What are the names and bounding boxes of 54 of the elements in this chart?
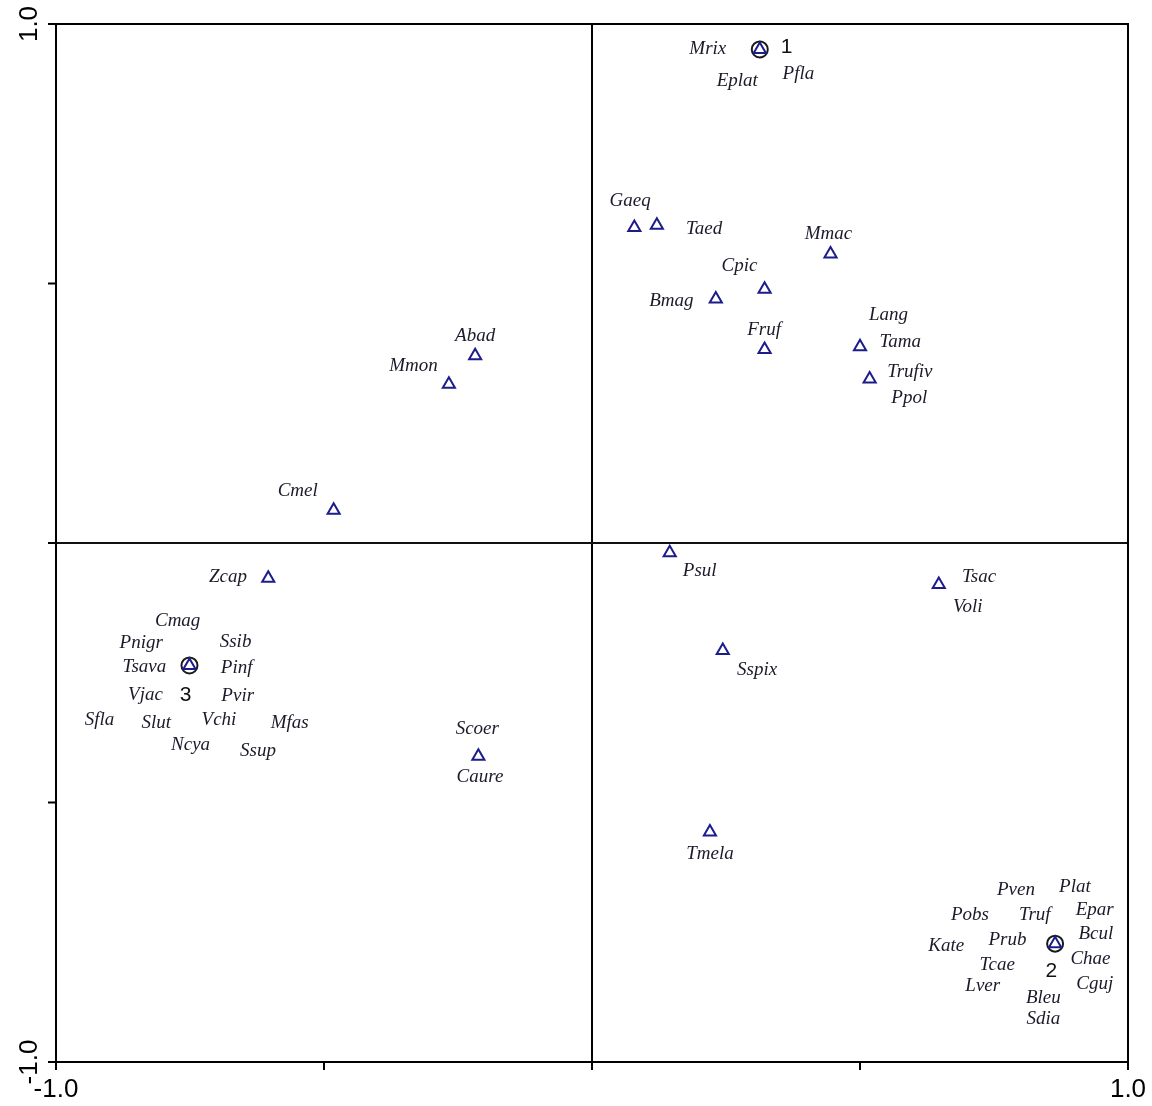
annotation: Taed xyxy=(685,217,723,239)
annotation: Cpic xyxy=(721,253,758,275)
annotation: Pvir xyxy=(220,684,255,706)
annotation: Vjac xyxy=(128,683,164,705)
annotation: Slut xyxy=(141,710,172,732)
annotation: Plat xyxy=(1058,874,1092,896)
annotation: Bleu xyxy=(1025,985,1061,1007)
annotation: Ncya xyxy=(170,733,211,755)
annotation: Fruf xyxy=(746,317,784,339)
annotation: Ssup xyxy=(240,739,277,761)
annotation: Psul xyxy=(681,558,717,580)
annotation: Cmag xyxy=(154,608,201,630)
annotation: Tama xyxy=(879,329,921,351)
annotation: Voli xyxy=(952,595,983,617)
annotation: 1 xyxy=(780,33,793,57)
annotation: 3 xyxy=(179,681,192,705)
annotation: Mmon xyxy=(388,353,438,375)
annotation: Ssib xyxy=(219,629,252,651)
annotation: Zcap xyxy=(209,564,248,586)
annotation: Sfla xyxy=(84,708,115,730)
annotation: Mmac xyxy=(803,222,853,244)
annotation: Epar xyxy=(1074,897,1115,919)
annotation: Tsac xyxy=(961,564,997,586)
annotation: Abad xyxy=(453,323,496,345)
annotation: Chae xyxy=(1070,947,1111,969)
annotation: Caure xyxy=(456,765,504,787)
annotation: Ppol xyxy=(890,386,928,408)
annotation: Prub xyxy=(987,927,1027,949)
annotation: Lang xyxy=(867,303,908,325)
annotation: Bcul xyxy=(1078,921,1114,943)
annotation: Pven xyxy=(995,878,1035,900)
annotation: Scoer xyxy=(455,717,500,739)
annotation: Truf xyxy=(1018,903,1054,925)
annotation: Sspix xyxy=(737,658,778,680)
annotation: Cguj xyxy=(1076,972,1114,994)
annotation: Eplat xyxy=(715,69,759,91)
annotation: Tcae xyxy=(979,953,1015,975)
annotation: Pinf xyxy=(219,655,256,677)
annotation: Gaeq xyxy=(609,189,652,211)
annotation: Pobs xyxy=(949,903,989,925)
annotation: Pfla xyxy=(781,62,815,84)
annotation: Tsava xyxy=(122,654,167,676)
annotation: Tmela xyxy=(686,841,734,863)
annotation: 2 xyxy=(1045,957,1058,981)
annotation: Mfas xyxy=(269,710,309,732)
annotation: Lver xyxy=(964,974,1001,996)
annotation: Sdia xyxy=(1026,1007,1061,1029)
annotation: Bmag xyxy=(649,289,694,311)
annotation: Kate xyxy=(927,933,965,955)
annotation: Mrix xyxy=(688,37,727,59)
annotation: Vchi xyxy=(201,708,237,730)
annotation: Cmel xyxy=(277,478,318,500)
annotation: Pnigr xyxy=(118,630,164,652)
annotation: Trufiv xyxy=(887,360,934,382)
